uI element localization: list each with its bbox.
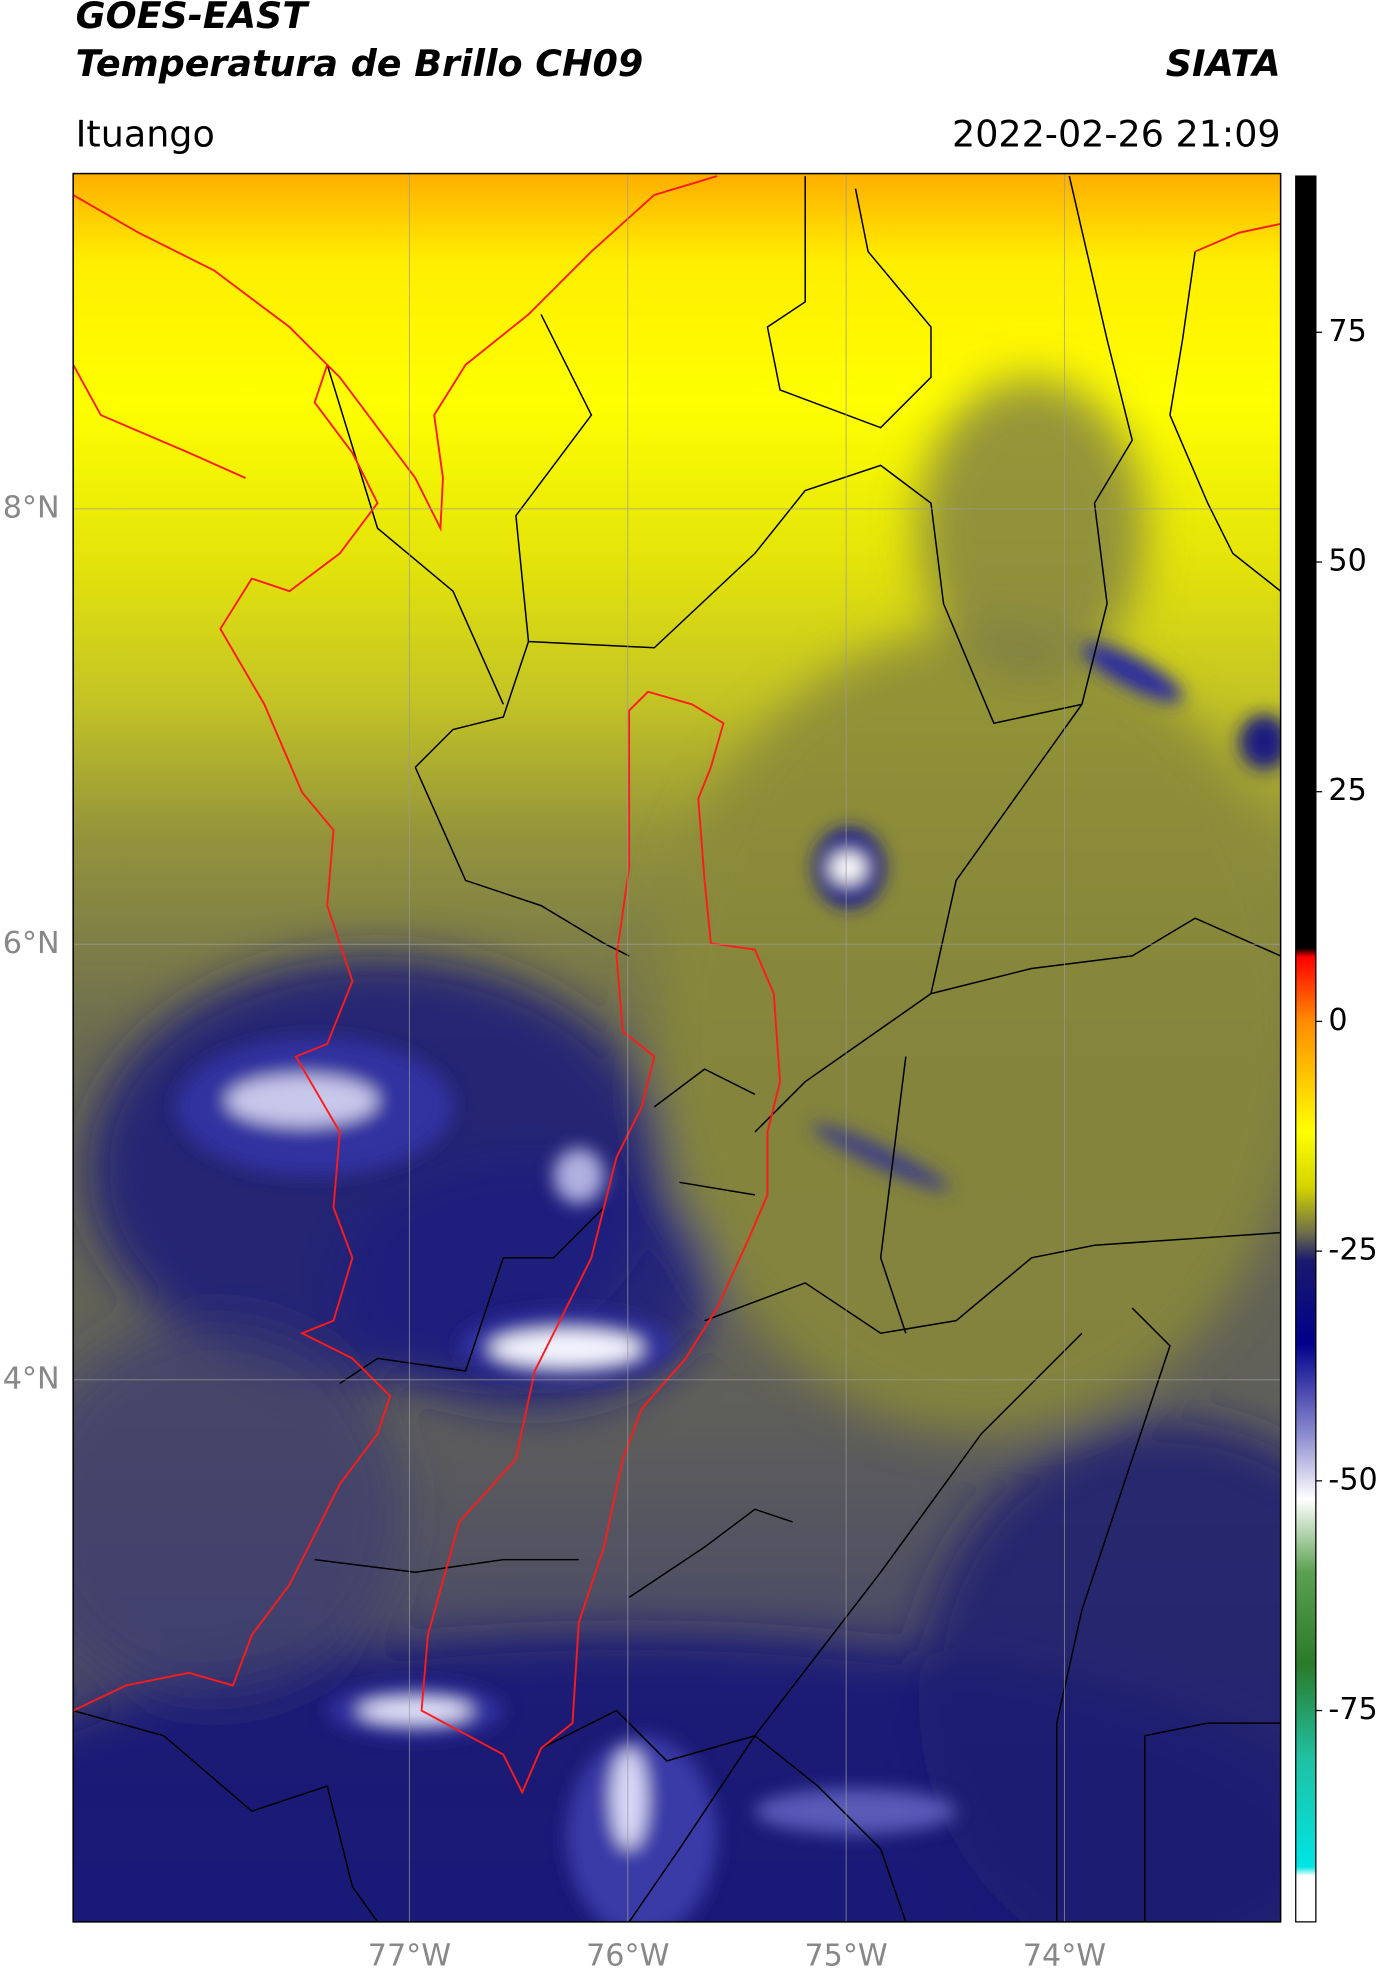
colorbar-tick-label: -50 — [1328, 1462, 1377, 1497]
colorbar-tick-label: 50 — [1328, 544, 1366, 579]
datetime: 2022-02-26 21:09 — [952, 112, 1281, 155]
x-tick-label: 76°W — [586, 1939, 669, 1974]
y-tick-label: 6°N — [3, 926, 60, 961]
source: SIATA — [1166, 42, 1281, 85]
product-title: Temperatura de Brillo CH09 — [76, 42, 644, 85]
y-tick-label: 4°N — [3, 1361, 60, 1396]
y-tick-label: 8°N — [3, 490, 60, 525]
department-borders — [73, 175, 1281, 1922]
graticule — [73, 173, 1281, 1922]
colorbar-tick-label: 0 — [1328, 1003, 1347, 1038]
convective-cores — [176, 643, 1281, 1922]
map-field — [73, 173, 1281, 1922]
colorbar-tick-label: 25 — [1328, 773, 1366, 808]
red-outlines — [73, 175, 1281, 1795]
colorbar-tick-label: 75 — [1328, 314, 1366, 349]
x-tick-label: 74°W — [1023, 1939, 1106, 1974]
x-tick-label: 75°W — [804, 1939, 887, 1974]
satellite: GOES-EAST — [76, 0, 311, 37]
x-tick-label: 77°W — [368, 1939, 451, 1974]
map-frame — [72, 172, 1282, 1923]
region: Ituango — [76, 112, 215, 155]
colorbar-tick-label: -25 — [1328, 1233, 1377, 1268]
colorbar-tick-label: -75 — [1328, 1692, 1377, 1727]
colorbar — [1295, 175, 1317, 1923]
